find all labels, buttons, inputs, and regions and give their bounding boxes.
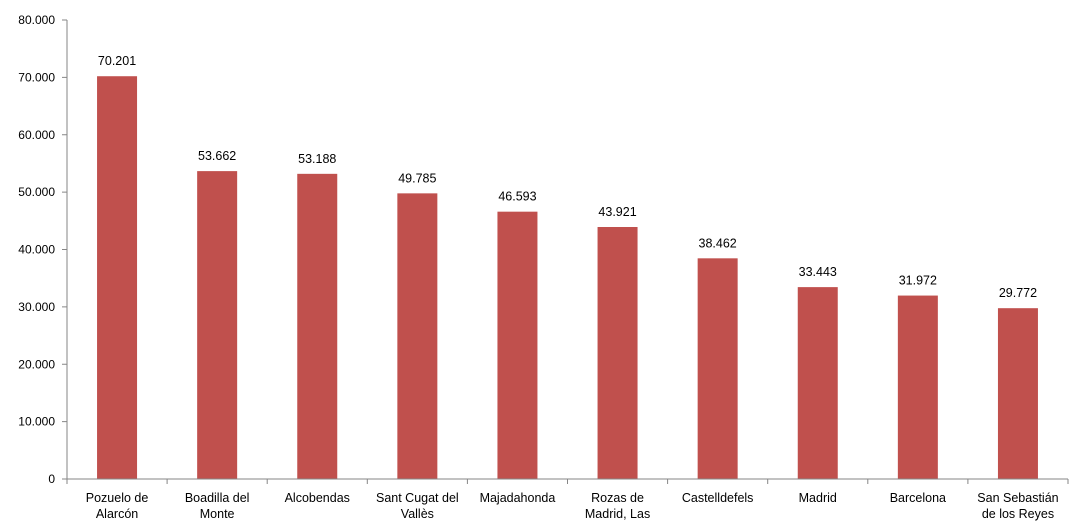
y-tick-label: 40.000 [18, 243, 55, 257]
value-labels: 70.201 53.662 53.188 49.785 46.593 43.921 38.4… [98, 54, 1037, 300]
bar [97, 76, 138, 479]
bar-value-label: 46.593 [498, 190, 536, 204]
bar-value-label: 53.662 [198, 149, 236, 163]
bar [897, 295, 938, 479]
x-category-label: Majadahonda [480, 491, 556, 505]
bar [997, 308, 1038, 479]
bar [697, 258, 738, 479]
bar-value-label: 38.462 [699, 236, 737, 250]
y-tick-label: 0 [48, 472, 55, 486]
y-tick-label: 20.000 [18, 357, 55, 371]
y-axis: 0 10.000 20.000 30.000 40.000 50.000 60.000 70.… [18, 13, 68, 486]
bar-value-label: 29.772 [999, 286, 1037, 300]
x-category-label: Pozuelo de Alarcón [86, 491, 149, 521]
x-category-label: Rozas de Madrid, Las [585, 491, 650, 521]
x-category-label: Madrid [799, 491, 837, 505]
bar-value-label: 33.443 [799, 265, 837, 279]
x-axis: Pozuelo de Alarcón Boadilla del Monte Alcobe… [66, 478, 1069, 521]
bar [197, 171, 238, 480]
bar [497, 211, 538, 479]
bar [297, 173, 338, 479]
bar [797, 287, 838, 479]
y-tick-label: 30.000 [18, 300, 55, 314]
y-tick-label: 10.000 [18, 415, 55, 429]
y-tick-label: 70.000 [18, 70, 55, 84]
x-category-label: Sant Cugat del Vallès [376, 491, 459, 521]
bar [597, 227, 638, 479]
x-category-label: San Sebastián de los Reyes [977, 491, 1058, 521]
bar-value-label: 31.972 [899, 274, 937, 288]
x-category-label: Barcelona [890, 491, 946, 505]
x-category-label: Alcobendas [285, 491, 350, 505]
bar [397, 193, 438, 479]
y-tick-label: 80.000 [18, 13, 55, 27]
bar-value-label: 43.921 [598, 205, 636, 219]
bars [97, 76, 1038, 480]
x-category-label: Castelldefels [682, 491, 754, 505]
x-category-label: Boadilla del Monte [185, 491, 250, 521]
bar-value-label: 70.201 [98, 54, 136, 68]
bar-value-label: 49.785 [398, 171, 436, 185]
y-tick-label: 60.000 [18, 128, 55, 142]
bar-value-label: 53.188 [298, 152, 336, 166]
y-tick-label: 50.000 [18, 185, 55, 199]
